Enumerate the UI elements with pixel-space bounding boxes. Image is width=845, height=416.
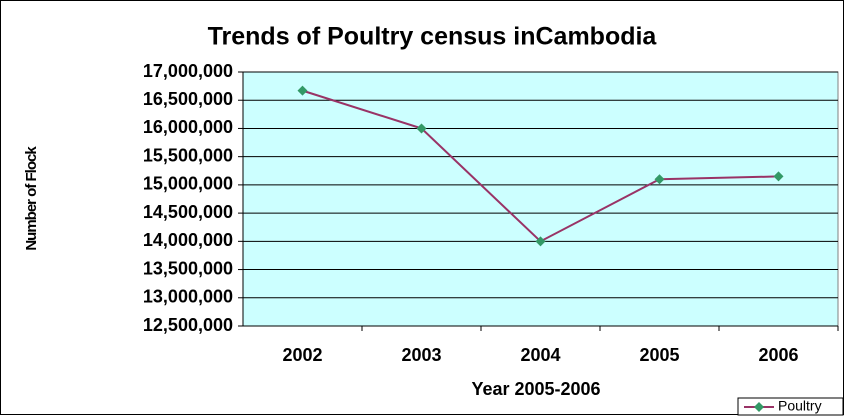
y-tick-label: 17,000,000: [143, 61, 233, 81]
y-tick-label: 13,500,000: [143, 258, 233, 278]
x-tick-label: 2005: [639, 345, 679, 365]
x-tick-label: 2002: [282, 345, 322, 365]
y-tick-label: 15,500,000: [143, 145, 233, 165]
y-tick-label: 14,000,000: [143, 230, 233, 250]
legend-label: Poultry: [778, 398, 822, 414]
data-point: [535, 236, 546, 247]
plot-area: [242, 71, 839, 327]
x-axis-label: Year 2005-2006: [471, 379, 600, 399]
x-tick-label: 2006: [758, 345, 798, 365]
y-tick-label: 13,000,000: [143, 287, 233, 307]
y-tick-label: 12,500,000: [143, 315, 233, 335]
y-tick-label: 14,500,000: [143, 202, 233, 222]
y-axis-label: Number of Flock: [23, 146, 40, 251]
y-tick-label: 16,500,000: [143, 89, 233, 109]
data-point: [416, 123, 427, 134]
data-point: [297, 85, 308, 96]
legend-marker: [754, 402, 764, 412]
x-tick-label: 2003: [401, 345, 441, 365]
x-tick-label: 2004: [520, 345, 560, 365]
data-point: [654, 174, 665, 185]
chart-title: Trends of Poultry census inCambodia: [208, 23, 658, 51]
data-point: [773, 171, 784, 182]
y-tick-label: 15,000,000: [143, 174, 233, 194]
legend-box: [737, 397, 844, 416]
y-tick-label: 16,000,000: [143, 117, 233, 137]
